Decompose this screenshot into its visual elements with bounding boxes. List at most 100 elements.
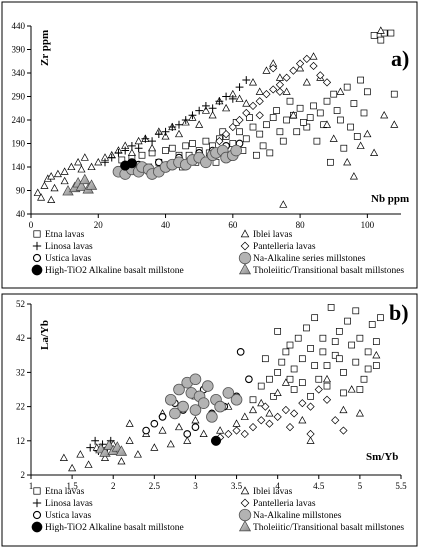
- data-point-open-diamond: [255, 111, 264, 120]
- data-point-plus: [228, 94, 237, 103]
- y-tick-label: 440: [12, 21, 26, 31]
- data-point-grey-circle: [200, 156, 212, 169]
- x-tick-label: 100: [361, 220, 375, 230]
- data-point-plus: [141, 134, 150, 143]
- legend-label: High-TiO2 Alkaline basalt millstone: [45, 523, 184, 533]
- legend-label: Linosa lavas: [45, 499, 93, 509]
- legend-label: Ustica lavas: [45, 511, 91, 521]
- data-point-open-square: [310, 102, 317, 110]
- data-point-open-diamond: [248, 101, 258, 110]
- data-point-open-triangle: [240, 412, 249, 420]
- y-tick-label: 390: [12, 45, 26, 55]
- data-point-open-triangle: [47, 195, 56, 203]
- data-point-open-triangle: [309, 52, 318, 60]
- data-point-open-diamond: [221, 130, 231, 139]
- y-tick-label: 290: [12, 92, 26, 102]
- data-point-open-square: [352, 307, 360, 315]
- data-point-open-square: [356, 334, 364, 342]
- data-point-open-triangle: [390, 120, 399, 128]
- legend-marker-open-triangle: [240, 229, 250, 238]
- data-point-open-square: [300, 118, 307, 126]
- data-point-open-square: [347, 123, 354, 131]
- data-point-open-triangle: [201, 106, 210, 114]
- data-point-open-triangle: [100, 453, 110, 461]
- data-point-plus: [86, 443, 95, 452]
- legend-item: Pantelleria lavas: [240, 498, 316, 509]
- data-point-open-diamond: [295, 59, 305, 68]
- legend-marker-grey-circle: [238, 251, 252, 265]
- data-point-open-triangle: [355, 409, 364, 417]
- data-point-open-square: [303, 324, 310, 332]
- data-point-open-square: [387, 29, 395, 37]
- legend-marker-plus: [32, 498, 42, 508]
- data-point-open-triangle: [329, 134, 338, 142]
- y-tick-label: 140: [12, 162, 26, 172]
- data-point-open-square: [253, 151, 260, 159]
- data-point-plus: [175, 120, 183, 129]
- data-point-open-diamond: [269, 85, 278, 94]
- data-point-open-square: [360, 109, 368, 117]
- data-point-open-square: [274, 328, 282, 335]
- data-point-open-square: [319, 334, 327, 342]
- data-point-open-square: [303, 123, 311, 131]
- x-tick-label: 4: [275, 481, 280, 491]
- data-point-open-triangle: [339, 405, 348, 414]
- x-tick-label: 5.5: [395, 481, 407, 491]
- data-point-grey-circle: [230, 144, 242, 157]
- data-point-black-circle: [126, 158, 137, 169]
- data-point-open-square: [327, 304, 335, 311]
- data-point-open-diamond: [298, 399, 307, 408]
- data-point-open-square: [353, 133, 361, 140]
- panel-a: 0 20 40 60 80 100 40 90 140 190 240 290 340 390 440 a)…: [1, 1, 418, 289]
- y-tick-label: 22: [16, 402, 25, 412]
- legend-marker-grey-triangle: [238, 263, 252, 275]
- legend-marker-open-triangle: [240, 486, 250, 495]
- data-point-open-square: [335, 355, 343, 363]
- data-point-open-triangle: [166, 439, 175, 448]
- panel-b-y-label: La/Yb: [39, 320, 51, 350]
- data-point-open-square: [350, 100, 358, 107]
- data-point-open-triangle: [363, 129, 372, 138]
- data-point-open-triangle: [273, 388, 282, 396]
- y-tick-label: 340: [12, 68, 26, 78]
- data-point-open-square: [315, 375, 323, 383]
- x-tick-label: 80: [296, 220, 306, 230]
- data-point-open-diamond: [215, 137, 224, 146]
- x-tick-label: 60: [228, 220, 238, 230]
- data-point-open-diamond: [306, 429, 315, 439]
- legend-label: Linosa lavas: [45, 242, 93, 252]
- legend-marker-grey-triangle: [238, 520, 252, 532]
- data-point-open-triangle: [296, 63, 305, 72]
- data-point-open-triangle: [298, 415, 307, 424]
- data-point-open-triangle: [222, 103, 231, 112]
- panel-a-label: a): [391, 46, 409, 71]
- legend-label: Pantelleria lavas: [253, 242, 316, 252]
- data-point-open-diamond: [285, 423, 295, 432]
- data-point-open-diamond: [302, 54, 311, 63]
- data-point-open-square: [242, 135, 250, 143]
- legend-item: Ustica lavas: [32, 253, 91, 264]
- legend-item: Na-Alkaline series millstones: [238, 251, 366, 265]
- data-point-open-triangle: [279, 200, 288, 208]
- data-point-plus: [148, 137, 156, 146]
- legend-item: Tholeiitic/Transitional basalt millstone…: [238, 263, 404, 276]
- data-point-open-diamond: [322, 78, 332, 87]
- data-point-grey-triangle: [103, 439, 115, 450]
- data-point-open-square: [296, 104, 304, 112]
- data-point-open-square: [168, 144, 176, 152]
- data-point-open-diamond: [242, 108, 251, 118]
- data-point-open-diamond: [269, 64, 278, 73]
- data-point-grey-circle: [201, 380, 214, 392]
- panel-a-x-label: Nb ppm: [371, 193, 409, 205]
- data-point-open-square: [283, 116, 290, 124]
- data-point-open-triangle: [77, 165, 86, 173]
- data-point-open-triangle: [47, 172, 56, 180]
- legend-marker-black-circle: [31, 521, 43, 533]
- data-point-plus: [128, 141, 136, 150]
- data-point-open-square: [331, 338, 339, 345]
- x-tick-label: 2.5: [149, 481, 161, 491]
- data-point-open-triangle: [125, 436, 134, 444]
- data-point-open-square: [276, 128, 284, 136]
- data-point-open-square: [377, 36, 385, 44]
- data-point-open-square: [364, 348, 372, 356]
